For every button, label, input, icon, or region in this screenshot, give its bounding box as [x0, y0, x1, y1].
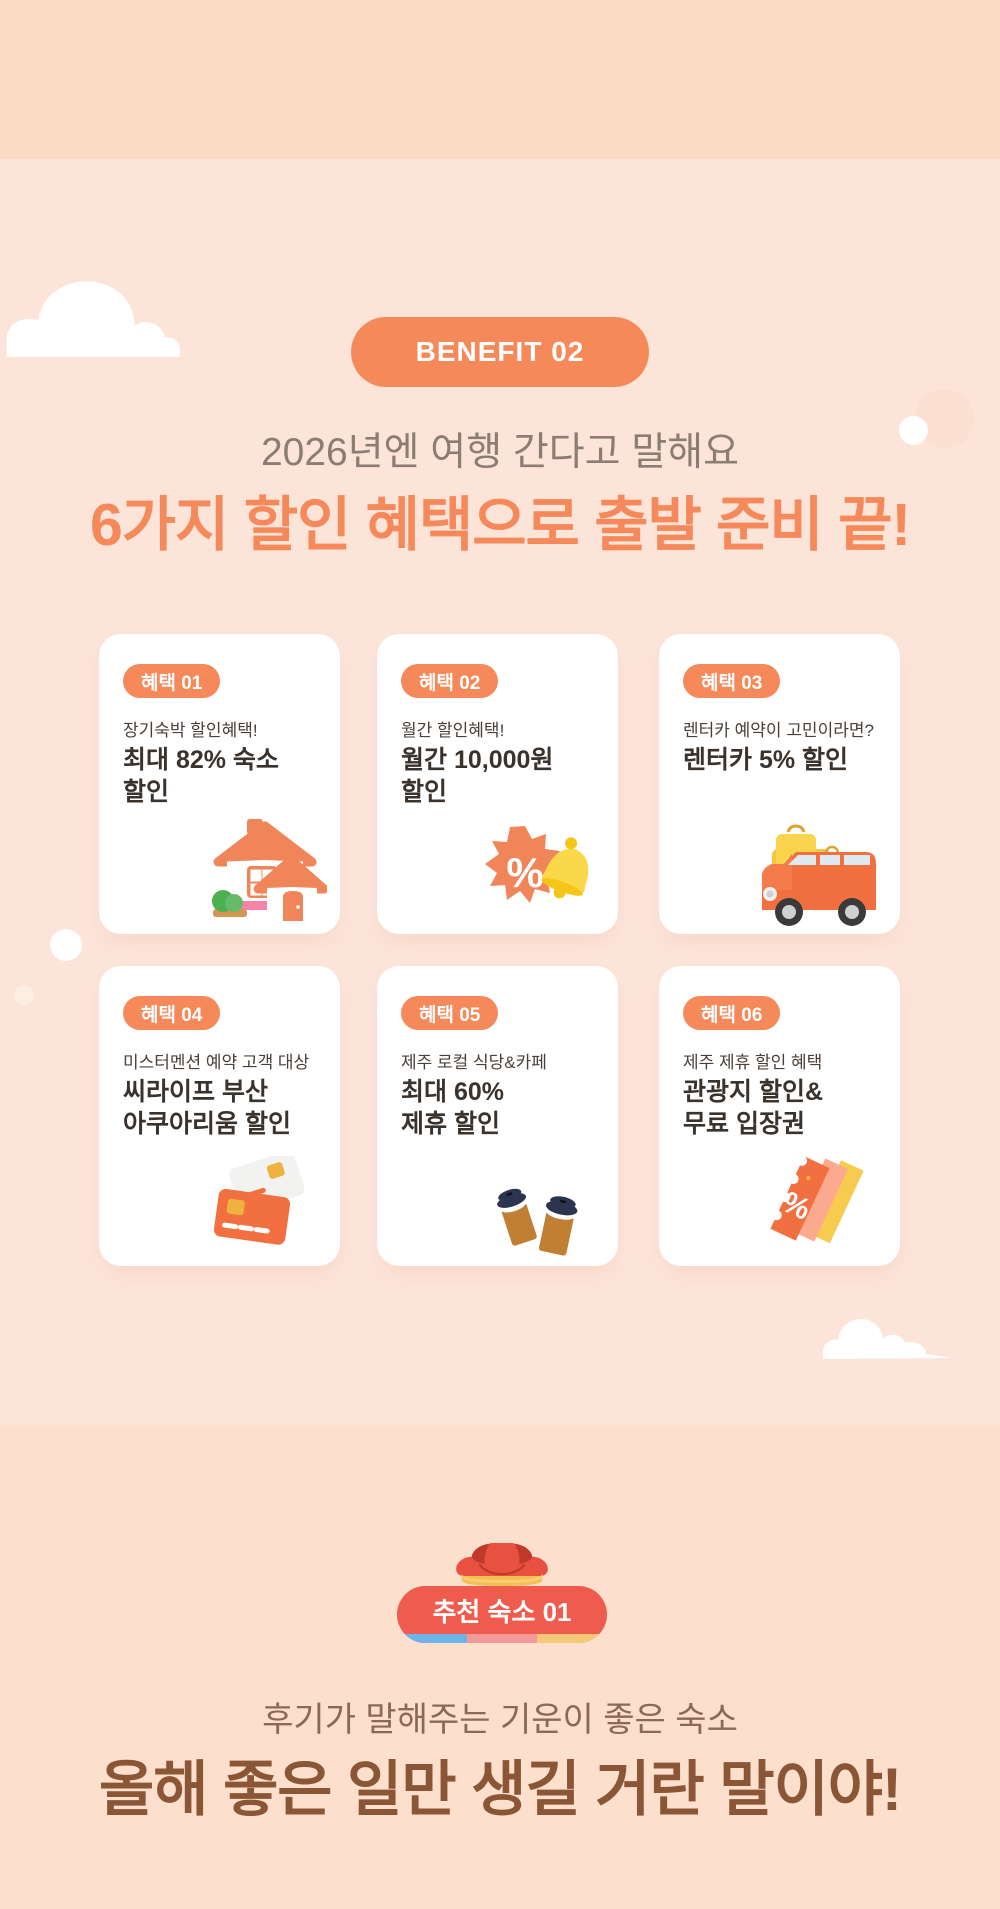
svg-text:%: % — [506, 849, 543, 896]
